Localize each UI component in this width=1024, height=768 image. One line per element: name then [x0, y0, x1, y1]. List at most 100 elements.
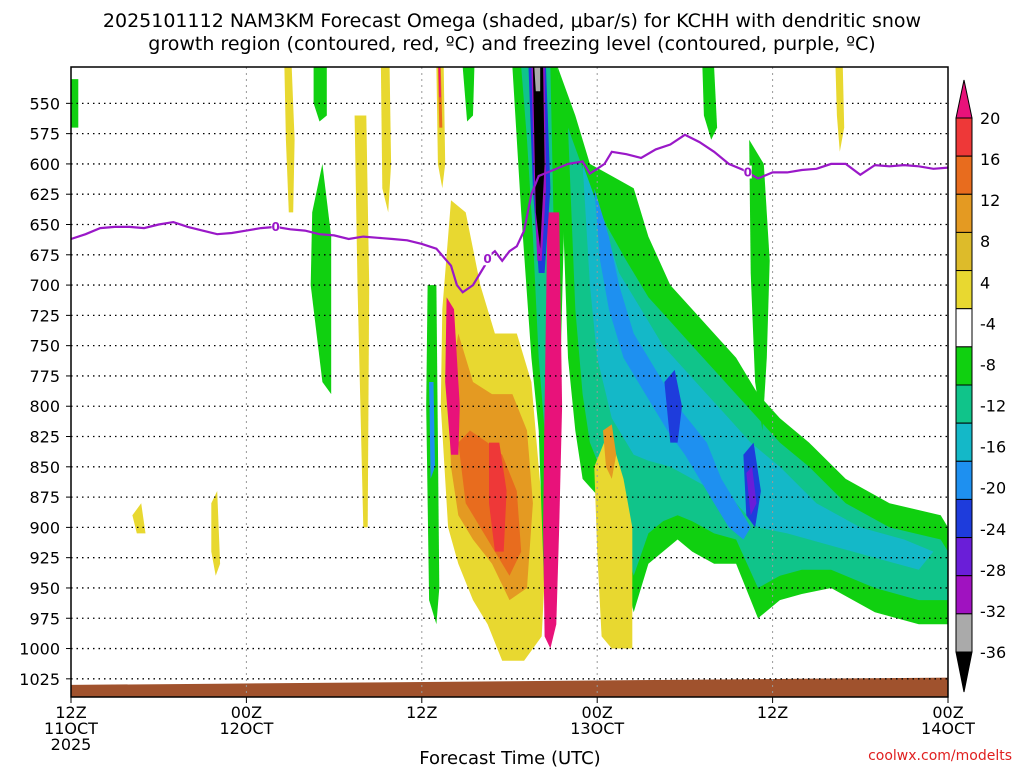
freezing-level-label: 0 — [483, 252, 491, 266]
omega-region-black-core-32h — [532, 67, 545, 249]
colorbar: 20 16 12 8 4 -4 -8 -12 -16 -20 -24 -28 -32 -36 — [955, 79, 1006, 693]
omega-region-blue-mid-36h — [594, 188, 751, 540]
colorbar-bin — [955, 231, 973, 272]
omega-region-blue-core-24h — [429, 382, 435, 479]
x-tick-label: 14OCT — [921, 719, 975, 738]
colorbar-bin — [955, 346, 973, 386]
colorbar-bin — [955, 117, 973, 157]
colorbar-bin — [955, 575, 973, 615]
omega-region-red-core-29h — [489, 442, 507, 552]
colorbar-bin — [955, 498, 973, 539]
omega-region-green-band-06h — [71, 79, 79, 128]
freezing-level-contour: 0 0 0 — [70, 133, 949, 294]
colorbar-bin — [955, 537, 973, 577]
colorbar-label: -4 — [980, 314, 996, 333]
x-tick-label: 11OCT — [44, 719, 98, 738]
omega-region-green-col-16h — [310, 163, 332, 395]
y-tick-label: 675 — [29, 246, 60, 265]
omega-region-orange-blob-36h — [603, 424, 617, 479]
colorbar-bin — [955, 308, 973, 348]
omega-region-gray-top-32h — [534, 67, 541, 92]
omega-region-yellow-blob-10h — [211, 491, 221, 576]
colorbar-label: -16 — [980, 438, 1006, 457]
y-tick-label: 800 — [29, 397, 60, 416]
y-axis-ticks: 550 575 600 625 650 675 700 725 750 775 800 825 850 8… — [19, 94, 71, 689]
credit-link[interactable]: coolwx.com/modelts — [868, 748, 1012, 764]
y-tick-label: 600 — [29, 155, 60, 174]
freezing-level-label: 0 — [271, 220, 279, 234]
omega-region-green-col-27h — [462, 67, 475, 122]
colorbar-bin — [955, 270, 973, 310]
y-tick-label: 850 — [29, 458, 60, 477]
y-tick-label: 875 — [29, 488, 60, 507]
omega-shaded-regions — [71, 67, 948, 661]
colorbar-label: -12 — [980, 397, 1006, 416]
chart-title-group: 2025101112 NAM3KM Forecast Omega (shaded… — [103, 10, 921, 55]
omega-region-yellow-col-52h — [835, 67, 845, 152]
colorbar-label: 8 — [980, 232, 990, 251]
x-tick-label: 12OCT — [219, 719, 273, 738]
y-tick-label: 1000 — [19, 640, 60, 659]
y-tick-label: 625 — [29, 185, 60, 204]
freezing-level-label: 0 — [744, 166, 752, 180]
omega-region-yellow-blob-36h — [594, 430, 633, 649]
colorbar-bin — [955, 155, 973, 195]
x-tick-label: 13OCT — [570, 719, 624, 738]
colorbar-bin — [955, 384, 973, 424]
omega-region-pink-narrow-32h — [543, 212, 563, 649]
y-tick-label: 650 — [29, 216, 60, 235]
chart-subtitle: growth region (contoured, red, ºC) and f… — [148, 33, 875, 55]
freezing-label-bg — [271, 219, 280, 233]
colorbar-label: -28 — [980, 561, 1006, 580]
colorbar-bottom-arrow — [955, 651, 973, 693]
y-tick-label: 900 — [29, 518, 60, 537]
colorbar-label: -32 — [980, 602, 1006, 621]
omega-region-yellow-blob-04h — [132, 503, 146, 534]
freezing-label-bg — [483, 252, 492, 266]
colorbar-bin — [955, 460, 973, 500]
plot-frame — [70, 66, 949, 698]
x-tick-label: 00Z — [932, 703, 963, 722]
colorbar-bin — [955, 613, 973, 653]
colorbar-top-arrow — [955, 79, 973, 119]
freezing-level-line — [70, 133, 949, 294]
omega-region-green-strip-16h — [313, 67, 327, 122]
x-tick-label: 00Z — [231, 703, 262, 722]
y-tick-label: 1025 — [19, 670, 60, 689]
omega-region-pink-core-26h — [445, 297, 460, 455]
chart-title: 2025101112 NAM3KM Forecast Omega (shaded… — [103, 10, 921, 32]
omega-region-yellow-col-20h — [354, 115, 370, 528]
x-tick-label: 12Z — [406, 703, 437, 722]
x-axis-title: Forecast Time (UTC) — [419, 748, 600, 768]
freezing-label-bg — [743, 165, 752, 179]
terrain-fill — [71, 677, 948, 697]
colorbar-label: -24 — [980, 520, 1006, 539]
x-tick-label: 2025 — [51, 735, 92, 754]
y-tick-label: 750 — [29, 337, 60, 356]
y-tick-label: 950 — [29, 579, 60, 598]
omega-region-teal-diagonal-38h — [568, 127, 948, 601]
x-tick-label: 00Z — [582, 703, 613, 722]
y-tick-label: 975 — [29, 609, 60, 628]
colorbar-label: 12 — [980, 191, 1000, 210]
colorbar-bin — [955, 193, 973, 233]
colorbar-label: 16 — [980, 150, 1000, 169]
colorbar-bin — [955, 422, 973, 462]
colorbar-label: -20 — [980, 479, 1006, 498]
x-tick-label: 12Z — [757, 703, 788, 722]
colorbar-label: -36 — [980, 643, 1006, 662]
terrain-surface — [71, 677, 948, 697]
y-tick-label: 575 — [29, 125, 60, 144]
y-tick-label: 825 — [29, 428, 60, 447]
colorbar-label: 20 — [980, 109, 1000, 128]
y-tick-label: 775 — [29, 367, 60, 386]
plot-border — [70, 66, 949, 698]
y-tick-label: 725 — [29, 306, 60, 325]
omega-region-pink-strip-25h — [438, 67, 441, 98]
colorbar-label: -8 — [980, 355, 996, 374]
y-tick-label: 550 — [29, 94, 60, 113]
y-tick-label: 700 — [29, 276, 60, 295]
omega-region-blue-deep-41h — [664, 369, 682, 443]
